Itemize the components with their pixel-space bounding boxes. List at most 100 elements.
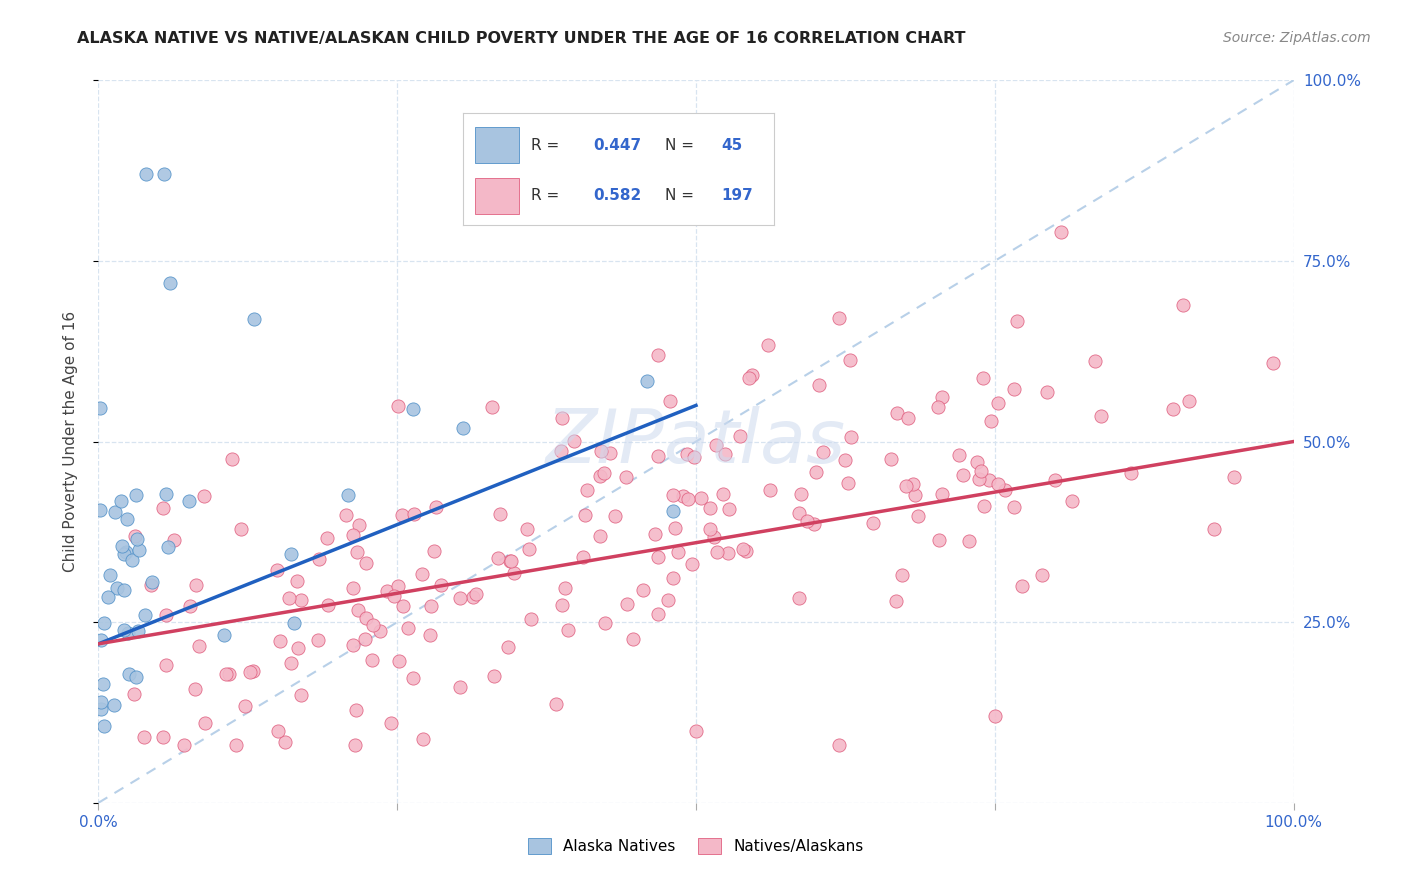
Point — [616, 597, 638, 611]
Point — [346, 545, 368, 559]
Point — [828, 310, 851, 325]
Point — [728, 429, 751, 443]
Point — [1202, 522, 1225, 536]
Point — [520, 612, 543, 626]
Point — [221, 452, 243, 467]
Point — [987, 396, 1010, 410]
Point — [661, 504, 683, 518]
Point — [155, 608, 177, 623]
Legend: Alaska Natives, Natives/Alaskans: Alaska Natives, Natives/Alaskans — [522, 832, 870, 860]
Point — [599, 446, 621, 460]
Point — [574, 508, 596, 522]
Point — [1036, 385, 1059, 400]
Point — [1171, 298, 1194, 312]
Point — [907, 508, 929, 523]
Point — [420, 599, 443, 614]
Point — [402, 401, 425, 416]
Point — [356, 611, 378, 625]
Point — [280, 547, 302, 561]
Point — [90, 702, 112, 716]
Point — [402, 507, 425, 521]
Point — [973, 499, 995, 513]
Point — [430, 577, 453, 591]
Point — [828, 738, 851, 752]
Point — [647, 348, 669, 362]
Point — [593, 615, 616, 630]
Point — [342, 528, 364, 542]
Point — [465, 587, 488, 601]
Point — [970, 464, 993, 478]
Point — [703, 531, 725, 545]
Point — [344, 703, 367, 717]
Point — [1178, 394, 1201, 409]
Point — [290, 688, 312, 702]
Point — [704, 438, 727, 452]
Point — [1050, 225, 1073, 239]
Point — [89, 502, 111, 516]
Point — [335, 508, 357, 522]
Point — [132, 731, 155, 745]
Point — [91, 677, 114, 691]
Point — [1031, 567, 1053, 582]
Point — [1011, 579, 1033, 593]
Point — [388, 655, 411, 669]
Point — [342, 582, 364, 596]
Point — [636, 374, 658, 388]
Point — [173, 738, 195, 752]
Point — [121, 552, 143, 566]
Point — [194, 715, 217, 730]
Point — [461, 591, 484, 605]
Point — [274, 735, 297, 749]
Point — [97, 591, 120, 605]
Point — [125, 670, 148, 684]
Point — [127, 624, 149, 639]
Point — [159, 276, 181, 290]
Point — [316, 531, 339, 545]
Point — [118, 667, 141, 681]
Point — [486, 551, 509, 566]
Point — [453, 421, 475, 435]
Point — [735, 544, 758, 558]
Point — [699, 522, 721, 536]
Point — [790, 487, 813, 501]
Point — [112, 583, 135, 598]
Point — [225, 738, 247, 752]
Point — [733, 541, 755, 556]
Point — [402, 671, 425, 685]
Point — [353, 632, 375, 646]
Point — [984, 709, 1007, 723]
Point — [546, 698, 568, 712]
Point — [239, 665, 262, 680]
Point — [967, 472, 990, 486]
Point — [112, 624, 135, 638]
Point — [966, 455, 988, 469]
Point — [980, 414, 1002, 428]
Point — [499, 554, 522, 568]
Point — [412, 731, 434, 746]
Point — [807, 378, 830, 392]
Point — [124, 487, 146, 501]
Point — [134, 607, 156, 622]
Point — [157, 540, 180, 554]
Point — [277, 591, 299, 605]
Point — [141, 574, 163, 589]
Point — [481, 400, 503, 414]
Point — [614, 470, 637, 484]
Point — [283, 616, 305, 631]
Point — [155, 487, 177, 501]
Point — [354, 556, 377, 570]
Point — [572, 550, 595, 565]
Point — [269, 634, 291, 648]
Point — [690, 491, 713, 506]
Point — [93, 615, 115, 630]
Point — [266, 563, 288, 577]
Point — [375, 583, 398, 598]
Point — [884, 593, 907, 607]
Point — [901, 477, 924, 491]
Point — [576, 483, 599, 497]
Point — [1090, 409, 1112, 423]
Point — [952, 468, 974, 483]
Point — [551, 598, 574, 612]
Point — [122, 687, 145, 701]
Point — [177, 494, 200, 508]
